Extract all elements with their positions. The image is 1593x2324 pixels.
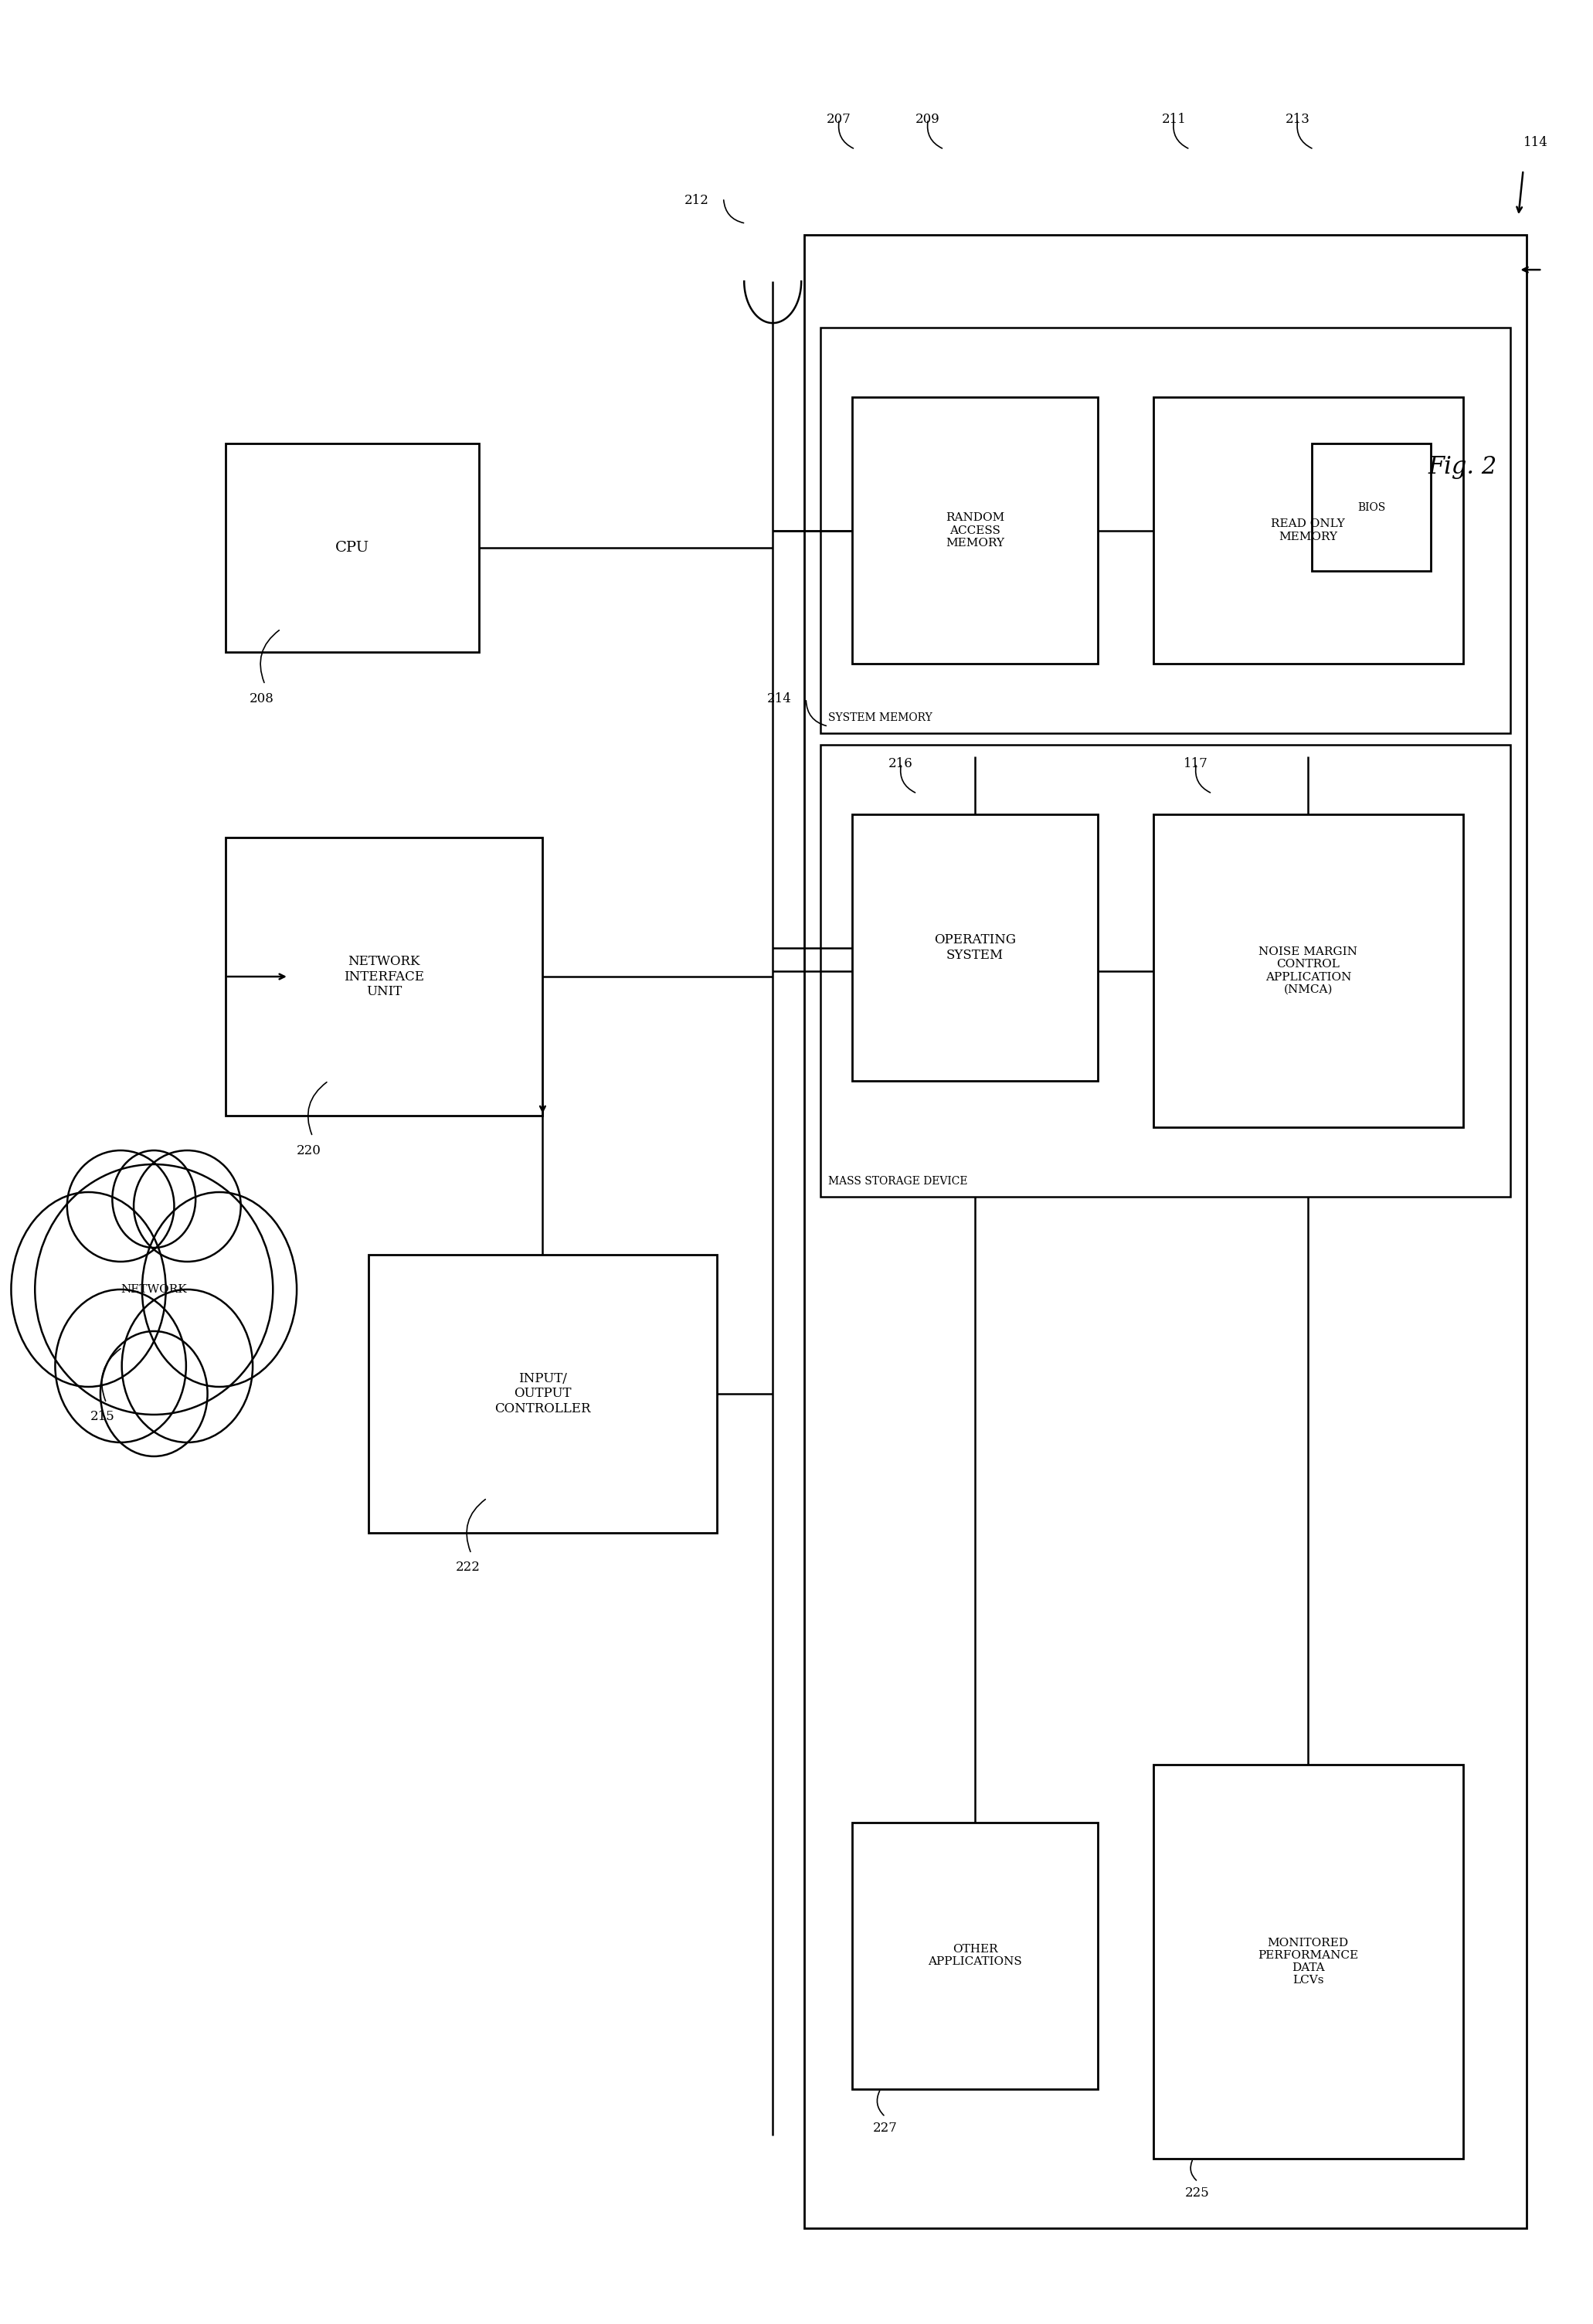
Text: OPERATING
SYSTEM: OPERATING SYSTEM — [933, 934, 1016, 962]
Text: 114: 114 — [1523, 135, 1548, 149]
Text: 216: 216 — [889, 758, 913, 769]
Text: INPUT/
OUTPUT
CONTROLLER: INPUT/ OUTPUT CONTROLLER — [494, 1371, 591, 1415]
Bar — [368, 1255, 717, 1534]
Bar — [852, 813, 1098, 1081]
Text: NETWORK
INTERFACE
UNIT: NETWORK INTERFACE UNIT — [344, 955, 424, 999]
Text: MONITORED
PERFORMANCE
DATA
LCVs: MONITORED PERFORMANCE DATA LCVs — [1258, 1938, 1359, 1985]
Bar — [820, 744, 1510, 1197]
Text: NETWORK: NETWORK — [121, 1285, 186, 1294]
Text: 211: 211 — [1161, 112, 1187, 125]
Text: READ ONLY
MEMORY: READ ONLY MEMORY — [1271, 518, 1344, 541]
Text: 220: 220 — [296, 1143, 322, 1157]
Bar — [852, 397, 1098, 665]
Text: 209: 209 — [916, 112, 940, 125]
Text: NOISE MARGIN
CONTROL
APPLICATION
(NMCA): NOISE MARGIN CONTROL APPLICATION (NMCA) — [1258, 946, 1357, 995]
Ellipse shape — [121, 1290, 253, 1443]
Text: CPU: CPU — [335, 541, 370, 555]
Text: RANDOM
ACCESS
MEMORY: RANDOM ACCESS MEMORY — [946, 514, 1005, 548]
Text: MASS STORAGE DEVICE: MASS STORAGE DEVICE — [828, 1176, 967, 1188]
Text: 214: 214 — [768, 693, 792, 704]
Bar — [852, 1822, 1098, 2089]
Bar — [225, 444, 479, 653]
Text: 117: 117 — [1184, 758, 1207, 769]
Text: 222: 222 — [456, 1562, 479, 1573]
Text: 213: 213 — [1286, 112, 1309, 125]
Text: 207: 207 — [827, 112, 851, 125]
Text: 227: 227 — [873, 2122, 897, 2136]
Bar — [820, 328, 1510, 734]
Bar — [1153, 1764, 1462, 2159]
Bar — [804, 235, 1526, 2229]
Text: 212: 212 — [685, 193, 709, 207]
Bar — [1313, 444, 1431, 572]
Ellipse shape — [11, 1192, 166, 1387]
Ellipse shape — [35, 1164, 272, 1415]
Ellipse shape — [100, 1332, 207, 1457]
Ellipse shape — [56, 1290, 186, 1443]
Text: BIOS: BIOS — [1357, 502, 1386, 514]
Text: Fig. 2: Fig. 2 — [1429, 456, 1497, 479]
Ellipse shape — [67, 1150, 174, 1262]
Bar — [1153, 813, 1462, 1127]
Ellipse shape — [142, 1192, 296, 1387]
Ellipse shape — [112, 1150, 196, 1248]
Text: 225: 225 — [1185, 2187, 1209, 2201]
Bar — [225, 837, 543, 1116]
Ellipse shape — [134, 1150, 241, 1262]
Bar — [1153, 397, 1462, 665]
Text: OTHER
APPLICATIONS: OTHER APPLICATIONS — [929, 1945, 1023, 1968]
Text: 215: 215 — [91, 1411, 115, 1425]
Text: 208: 208 — [249, 693, 274, 704]
Text: SYSTEM MEMORY: SYSTEM MEMORY — [828, 713, 932, 723]
